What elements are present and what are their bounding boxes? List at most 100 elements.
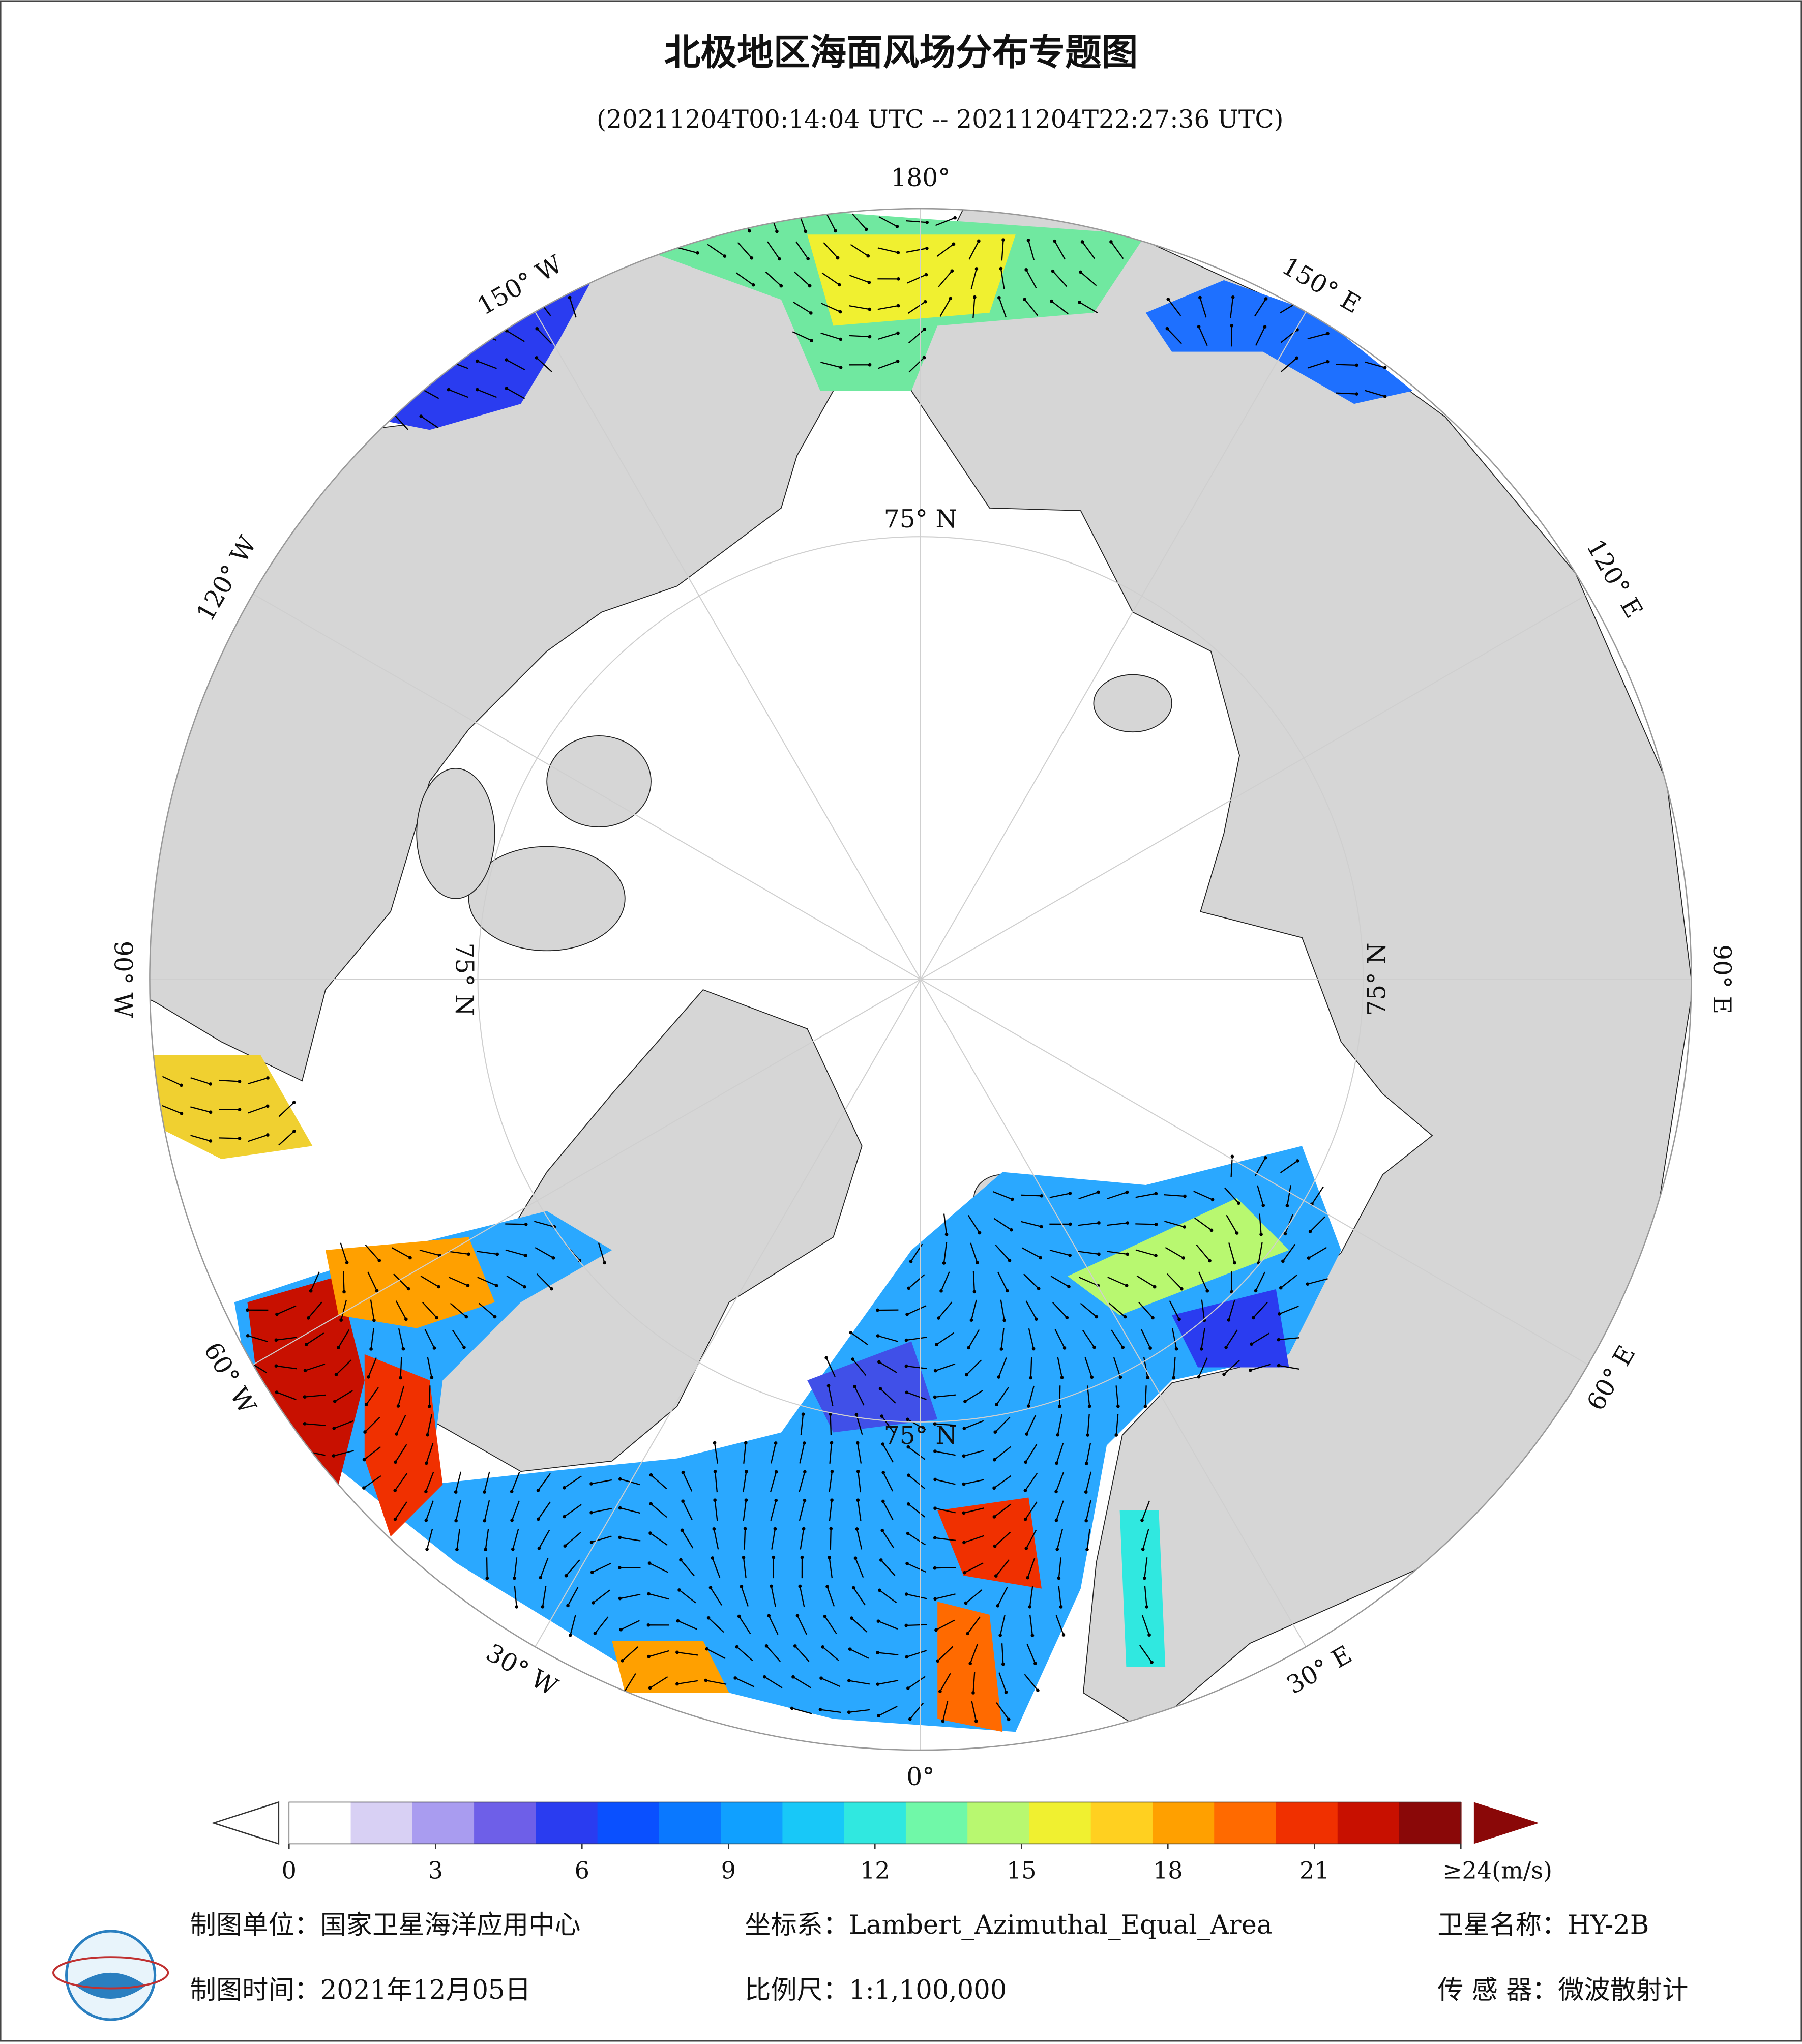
wind-arrow-head — [677, 1588, 681, 1592]
wind-arrow-head — [1144, 1405, 1147, 1408]
wind-arrow-head — [876, 1682, 879, 1686]
wind-arrow-head — [649, 1473, 653, 1477]
parallel-label: 75° N — [884, 505, 957, 534]
wind-arrow-head — [238, 1137, 242, 1140]
wind-arrow-head — [1095, 1315, 1099, 1319]
wind-arrow-head — [945, 1233, 949, 1236]
wind-arrow-head — [966, 1632, 969, 1635]
wind-arrow-head — [705, 1647, 708, 1651]
wind-arrow-head — [467, 1253, 470, 1256]
wind-arrow-head — [399, 1376, 402, 1380]
wind-arrow-head — [836, 256, 840, 260]
wind-arrow-head — [1085, 1548, 1089, 1551]
wind-arrow-head — [1254, 1289, 1258, 1293]
wind-arrow-head — [868, 335, 872, 339]
wind-arrow-head — [793, 1644, 797, 1648]
wind-arrow-head — [933, 1566, 937, 1570]
wind-arrow-head — [1222, 1373, 1226, 1376]
wind-arrow-head — [1166, 298, 1170, 301]
wind-arrow-head — [881, 1500, 885, 1503]
wind-arrow-head — [362, 1486, 366, 1490]
wind-arrow-head — [393, 1489, 397, 1492]
wind-arrow-head — [618, 1536, 622, 1539]
wind-arrow-head — [1063, 1346, 1067, 1350]
parallel-label: 75° N — [884, 1421, 957, 1450]
colorbar-tick-label: 18 — [1153, 1857, 1183, 1884]
wind-arrow-head — [936, 1659, 939, 1663]
wind-arrow-head — [1025, 1432, 1028, 1436]
wind-arrow-head — [906, 1686, 910, 1690]
wind-arrow-head — [1307, 1256, 1311, 1260]
wind-arrow-head — [1249, 1369, 1252, 1372]
footer-text: 制图时间：2021年12月05日 — [190, 1975, 531, 2005]
wind-arrow-head — [1121, 1346, 1125, 1349]
wind-arrow-head — [476, 388, 479, 392]
wind-arrow-head — [1067, 1285, 1071, 1289]
wind-arrow-head — [839, 310, 842, 314]
wind-arrow-head — [552, 1256, 555, 1260]
wind-arrow-head — [1383, 395, 1387, 398]
wind-arrow-head — [1153, 1285, 1157, 1289]
wind-arrow-head — [1210, 1229, 1214, 1232]
wind-arrow-head — [953, 216, 957, 220]
wind-arrow-head — [428, 1405, 431, 1408]
wind-arrow-head — [1006, 1289, 1009, 1293]
wind-arrow-head — [827, 1384, 831, 1387]
wind-arrow-head — [1355, 364, 1358, 367]
wind-arrow-head — [1208, 1259, 1212, 1263]
colorbar-segment — [1399, 1802, 1462, 1844]
wind-arrow-head — [934, 1628, 938, 1632]
wind-arrow-head — [1125, 1284, 1129, 1287]
island — [469, 846, 625, 951]
wind-arrow-head — [675, 1682, 679, 1686]
wind-arrow-head — [962, 1541, 966, 1545]
colorbar-tick-label: 21 — [1299, 1857, 1330, 1884]
wind-arrow-head — [648, 1686, 652, 1690]
wind-arrow-head — [1261, 1204, 1265, 1207]
wind-arrow-head — [975, 267, 979, 271]
wind-arrow-head — [648, 1561, 652, 1565]
wind-arrow-head — [397, 1404, 400, 1408]
wind-arrow-head — [485, 1577, 489, 1580]
wind-arrow-head — [1069, 1223, 1072, 1226]
wind-arrow-head — [879, 1558, 883, 1562]
wind-arrow-head — [856, 1441, 860, 1445]
wind-arrow-head — [1024, 1547, 1028, 1550]
wind-arrow-head — [1081, 240, 1084, 244]
colorbar-tick-label: ≥24(m/s) — [1442, 1857, 1552, 1884]
wind-arrow-head — [752, 283, 755, 287]
island — [417, 768, 495, 899]
wind-arrow-head — [1024, 1518, 1027, 1521]
wind-arrow-head — [744, 1441, 748, 1445]
wind-arrow-head — [1065, 1316, 1069, 1319]
colorbar-tick-label: 6 — [575, 1857, 589, 1884]
wind-arrow — [1031, 1357, 1032, 1378]
wind-arrow-head — [973, 295, 977, 299]
wind-arrow-head — [1001, 1663, 1005, 1666]
wind-arrow-head — [950, 269, 954, 273]
wind-arrow-head — [618, 1566, 622, 1569]
wind-arrow-head — [1172, 1376, 1175, 1380]
wind-arrow-head — [619, 1628, 623, 1632]
wind-arrow-head — [1383, 366, 1387, 369]
wind-arrow-head — [307, 1316, 310, 1320]
wind-arrow-head — [647, 1655, 651, 1658]
wind-arrow-head — [1024, 1460, 1027, 1464]
wind-arrow-head — [1040, 1225, 1043, 1228]
wind-arrow-head — [1155, 1223, 1158, 1226]
wind-arrow-head — [511, 1548, 515, 1551]
wind-arrow-head — [523, 1285, 526, 1289]
wind-arrow-head — [1000, 1347, 1003, 1351]
wind-arrow-head — [535, 356, 539, 360]
wind-arrow-head — [484, 1548, 487, 1551]
wind-arrow-head — [802, 1527, 806, 1531]
wind-arrow-head — [407, 1287, 410, 1291]
wind-arrow-head — [825, 1585, 829, 1588]
wind-arrow-head — [933, 1478, 937, 1482]
wind-arrow-head — [897, 304, 900, 308]
wind-arrow-head — [1056, 1433, 1059, 1437]
wind-arrow-head — [402, 1347, 405, 1351]
wind-arrow-head — [933, 1396, 937, 1399]
colorbar-segment — [844, 1802, 907, 1844]
